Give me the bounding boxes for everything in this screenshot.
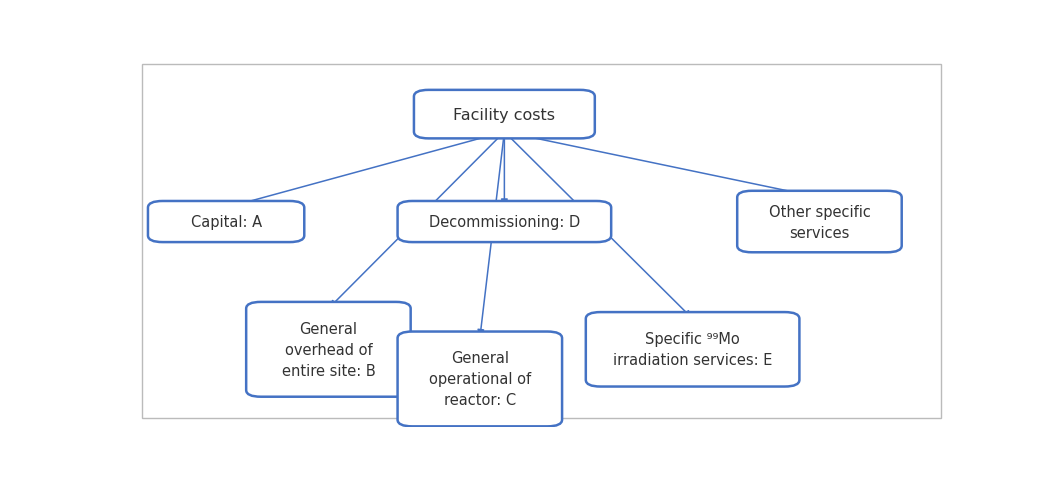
FancyBboxPatch shape xyxy=(246,302,411,397)
FancyBboxPatch shape xyxy=(148,202,304,242)
FancyBboxPatch shape xyxy=(737,192,902,253)
Text: Capital: A: Capital: A xyxy=(190,215,262,229)
Text: Facility costs: Facility costs xyxy=(453,108,555,122)
Text: General
operational of
reactor: C: General operational of reactor: C xyxy=(429,351,531,408)
Text: Other specific
services: Other specific services xyxy=(769,204,870,240)
FancyBboxPatch shape xyxy=(142,65,941,418)
FancyBboxPatch shape xyxy=(397,202,611,242)
FancyBboxPatch shape xyxy=(414,91,595,139)
Text: Specific ⁹⁹Mo
irradiation services: E: Specific ⁹⁹Mo irradiation services: E xyxy=(612,332,772,368)
FancyBboxPatch shape xyxy=(397,332,562,426)
FancyBboxPatch shape xyxy=(586,312,799,387)
Text: Decommissioning: D: Decommissioning: D xyxy=(429,215,580,229)
Text: General
overhead of
entire site: B: General overhead of entire site: B xyxy=(282,321,375,378)
